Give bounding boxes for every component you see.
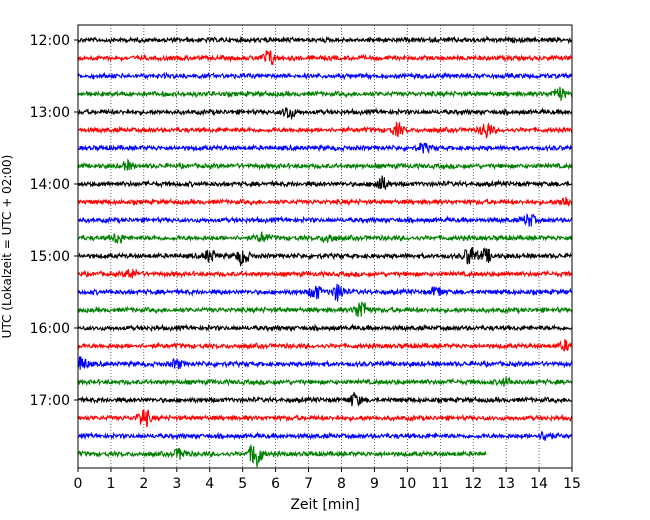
trace-1445 <box>77 230 573 244</box>
x-axis-label: Zeit [min] <box>290 497 359 513</box>
trace-1400 <box>77 175 573 190</box>
trace-1545 <box>77 301 573 317</box>
trace-1215 <box>77 50 573 66</box>
y-axis: 12:00 13:00 14:00 15:00 16:00 17:00 <box>30 33 78 409</box>
trace-1700 <box>77 391 573 407</box>
x-tick-label: 8 <box>337 476 346 492</box>
trace-1245 <box>77 86 573 102</box>
trace-layer <box>77 35 573 468</box>
x-tick-label: 6 <box>271 476 280 492</box>
trace-1330 <box>77 141 573 155</box>
trace-1415 <box>77 196 573 208</box>
trace-1630 <box>77 356 573 370</box>
x-tick-label: 4 <box>205 476 214 492</box>
x-tick-label: 9 <box>370 476 379 492</box>
x-tick-label: 3 <box>172 476 181 492</box>
trace-1500 <box>77 246 573 267</box>
trace-1200 <box>77 35 573 45</box>
y-tick-label: 16:00 <box>30 321 70 337</box>
trace-1615 <box>77 338 573 352</box>
y-tick-label: 12:00 <box>30 33 70 49</box>
x-tick-label: 2 <box>139 476 148 492</box>
x-tick-label: 10 <box>398 476 416 492</box>
x-tick-label: 12 <box>464 476 482 492</box>
trace-1715 <box>77 409 573 428</box>
trace-1300 <box>77 107 573 121</box>
x-tick-label: 11 <box>431 476 449 492</box>
y-tick-label: 17:00 <box>30 393 70 409</box>
trace-1430 <box>77 213 573 227</box>
trace-1745 <box>77 444 487 468</box>
trace-1345 <box>77 158 573 171</box>
y-axis-label: UTC (Lokalzeit = UTC + 02:00) <box>0 155 14 339</box>
x-tick-label: 7 <box>304 476 313 492</box>
trace-1530 <box>77 283 573 302</box>
x-tick-label: 13 <box>497 476 515 492</box>
x-tick-label: 1 <box>106 476 115 492</box>
x-tick-label: 0 <box>74 476 83 492</box>
trace-1315 <box>77 121 573 139</box>
grid-layer <box>110 25 540 468</box>
trace-1730 <box>77 430 573 441</box>
y-tick-label: 14:00 <box>30 177 70 193</box>
plot-frame <box>77 24 573 469</box>
y-tick-label: 13:00 <box>30 105 70 121</box>
x-tick-label: 5 <box>238 476 247 492</box>
x-tick-label: 15 <box>563 476 581 492</box>
trace-1645 <box>77 376 573 387</box>
trace-1515 <box>77 268 573 279</box>
y-tick-label: 15:00 <box>30 249 70 265</box>
x-tick-label: 14 <box>530 476 548 492</box>
x-axis: 0 1 2 3 4 5 6 7 8 9 10 11 12 13 14 15 <box>74 468 581 492</box>
trace-1600 <box>77 323 573 333</box>
trace-1230 <box>77 71 573 81</box>
